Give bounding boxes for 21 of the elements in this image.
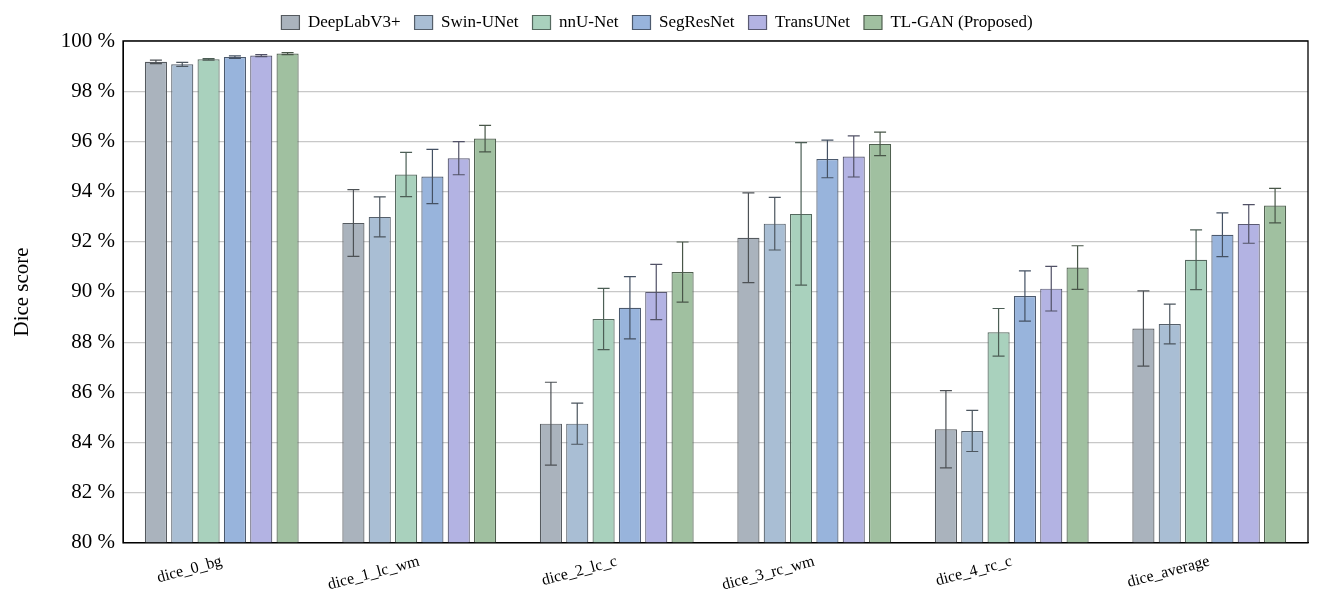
y-tick-label: 86 %	[71, 378, 115, 403]
y-tick-label: 88 %	[71, 328, 115, 353]
x-tick-label: dice_4_rc_c	[933, 551, 1014, 589]
legend-label: nnU-Net	[559, 11, 619, 31]
x-tick-label: dice_2_lc_c	[539, 551, 619, 589]
legend-label: Swin-UNet	[441, 11, 519, 31]
legend-label: TransUNet	[775, 11, 851, 31]
y-tick-label: 82 %	[71, 479, 115, 504]
legend-label: SegResNet	[659, 11, 735, 31]
y-tick-label: 92 %	[71, 228, 115, 253]
y-tick-label: 100 %	[60, 27, 115, 52]
legend-label: TL-GAN (Proposed)	[890, 11, 1033, 31]
y-tick-label: 90 %	[71, 278, 115, 303]
x-tick-label: dice_0_bg	[154, 551, 224, 587]
y-axis-title: Dice score	[9, 247, 34, 337]
legend-label: DeepLabV3+	[307, 11, 401, 31]
y-tick-label: 94 %	[71, 178, 115, 203]
y-tick-label: 96 %	[71, 127, 115, 152]
y-tick-label: 80 %	[71, 529, 115, 554]
y-tick-label: 98 %	[71, 77, 115, 102]
y-tick-label: 84 %	[71, 428, 115, 453]
